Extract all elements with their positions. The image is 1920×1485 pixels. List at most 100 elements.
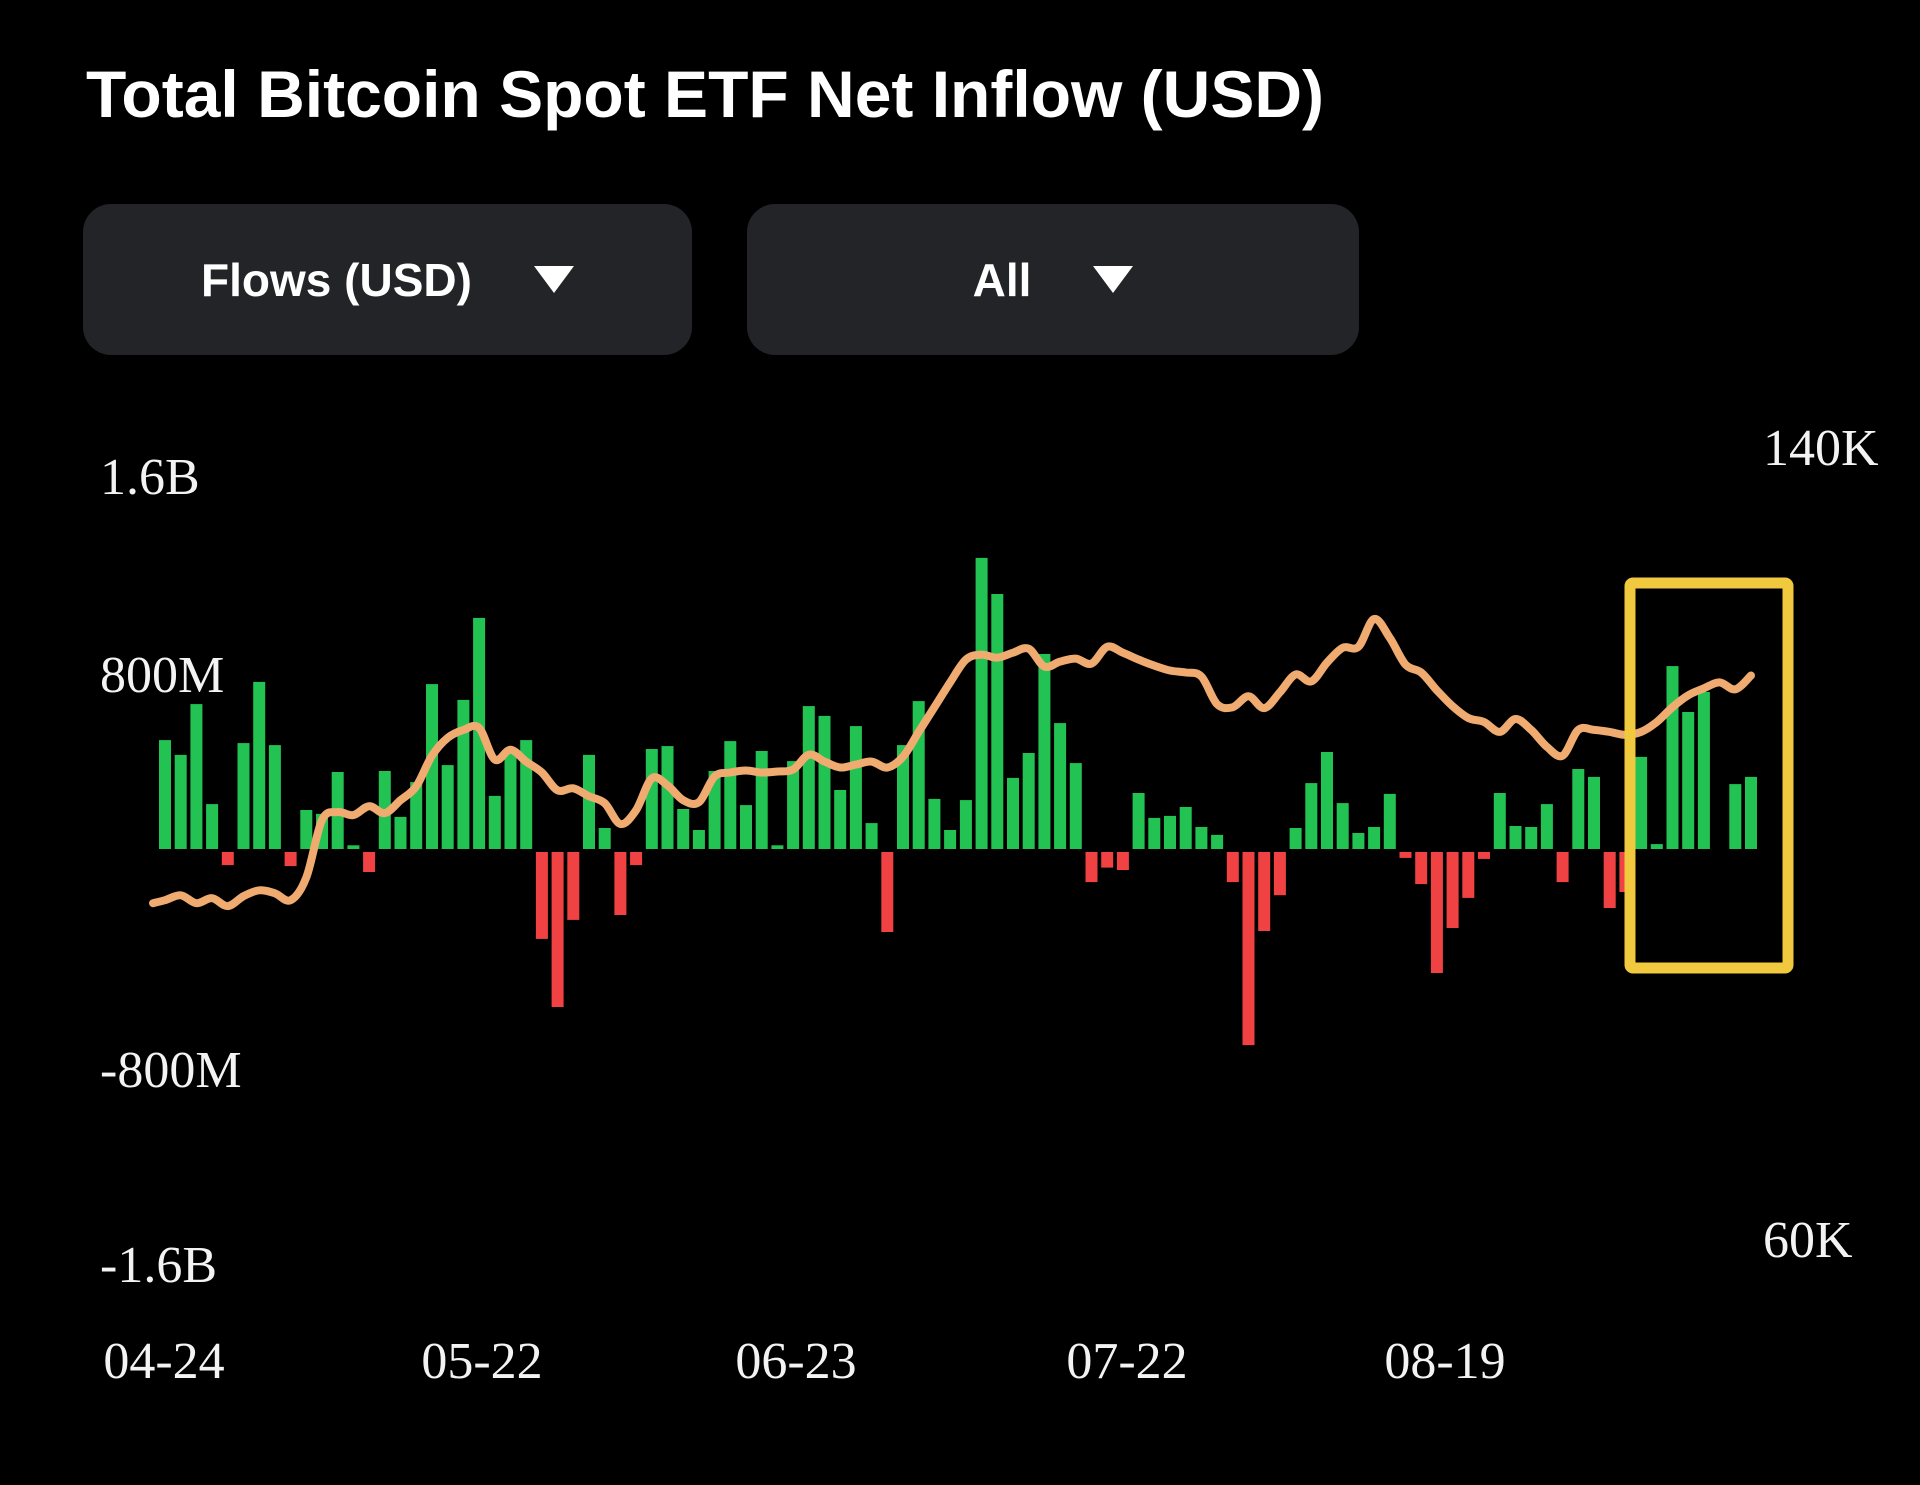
inflow-bar — [944, 830, 957, 849]
inflow-bar — [959, 800, 972, 849]
metric-dropdown-label: Flows (USD) — [201, 253, 472, 306]
inflow-bar — [645, 749, 658, 849]
inflow-bar — [1540, 804, 1553, 849]
inflow-bar — [1211, 834, 1224, 849]
inflow-bar — [1383, 793, 1396, 849]
inflow-bar — [1509, 826, 1522, 849]
page-title: Total Bitcoin Spot ETF Net Inflow (USD) — [86, 57, 1324, 131]
inflow-bar — [1745, 776, 1757, 849]
inflow-bar — [1697, 692, 1710, 849]
outflow-bar — [1085, 852, 1098, 883]
caret-down-icon — [533, 266, 574, 293]
inflow-bar — [174, 754, 187, 849]
inflow-bar — [1305, 783, 1318, 849]
inflow-bar — [1572, 769, 1585, 849]
inflow-bar — [426, 684, 438, 849]
outflow-bar — [1446, 852, 1459, 928]
x-axis-tick: 04-24 — [103, 1333, 224, 1390]
x-axis-tick: 07-22 — [1066, 1333, 1187, 1390]
inflow-bar — [1493, 793, 1506, 849]
outflow-bar — [614, 852, 627, 915]
inflow-bar — [865, 823, 878, 849]
outflow-bar — [1556, 852, 1569, 883]
inflow-bar — [1368, 827, 1381, 849]
inflow-bar — [1650, 844, 1663, 849]
outflow-bar — [1101, 852, 1114, 868]
x-axis-tick: 08-19 — [1384, 1333, 1505, 1390]
outflow-bar — [1399, 852, 1412, 858]
btc-price-line — [149, 615, 1755, 911]
inflow-bar — [253, 681, 266, 849]
inflow-bar — [692, 830, 705, 849]
outflow-bar — [535, 852, 548, 939]
inflow-bar — [1635, 756, 1648, 849]
inflow-bar — [1321, 752, 1333, 849]
inflow-bar — [206, 804, 219, 849]
inflow-bar — [1588, 776, 1600, 849]
inflow-bar — [928, 798, 941, 849]
y-axis-left-tick: -800M — [100, 1042, 242, 1099]
inflow-bar — [410, 782, 423, 849]
y-axis-left-tick: 1.6B — [100, 449, 200, 506]
inflow-bar — [1179, 807, 1192, 849]
inflow-bars — [159, 557, 1757, 1046]
inflow-bar — [300, 810, 313, 849]
inflow-bar — [1336, 803, 1349, 849]
outflow-bar — [1478, 852, 1490, 859]
inflow-bar — [159, 740, 171, 849]
inflow-bar — [1195, 827, 1208, 849]
inflow-bar — [598, 828, 611, 849]
inflow-bar — [755, 751, 768, 849]
inflow-bar — [897, 745, 909, 849]
inflow-bar — [504, 750, 517, 849]
outflow-bar — [284, 852, 297, 867]
inflow-bar — [1666, 666, 1679, 849]
outflow-bar — [1116, 852, 1129, 870]
outflow-bar — [1462, 852, 1475, 898]
y-axis-left-labels: 1.6B 800M -800M -1.6B — [100, 449, 242, 1294]
caret-down-icon — [1093, 266, 1134, 293]
inflow-bar — [1352, 833, 1365, 849]
y-axis-left-tick: 800M — [100, 647, 224, 704]
inflow-bar — [237, 743, 250, 849]
inflow-bar — [1164, 815, 1176, 849]
outflow-bar — [881, 852, 894, 932]
y-axis-left-tick: -1.6B — [100, 1237, 217, 1294]
outflow-bar — [630, 852, 643, 866]
outflow-bar — [567, 852, 580, 920]
outflow-bar — [363, 852, 376, 872]
y-axis-right-tick: 140K — [1763, 420, 1879, 477]
highlight-box — [1624, 577, 1794, 974]
inflow-bar — [583, 754, 595, 849]
inflow-bar — [1289, 828, 1302, 849]
inflow-bar — [849, 726, 862, 849]
outflow-bar — [1430, 852, 1443, 973]
inflow-bar — [834, 790, 847, 849]
inflow-bar — [740, 805, 752, 849]
range-dropdown-label: All — [972, 253, 1032, 306]
outflow-bar — [221, 852, 234, 866]
inflow-bar — [457, 699, 470, 849]
outflow-bar — [1242, 852, 1255, 1046]
x-axis-tick: 06-23 — [735, 1333, 856, 1390]
x-axis-tick: 05-22 — [421, 1333, 542, 1390]
inflow-bar — [1682, 712, 1695, 849]
inflow-bar — [771, 845, 784, 849]
inflow-bar — [1132, 793, 1145, 849]
inflow-bar — [347, 845, 360, 849]
outflow-bar — [1226, 852, 1239, 883]
inflow-bar — [991, 594, 1004, 849]
range-dropdown[interactable]: All — [747, 204, 1359, 355]
outflow-bar — [1273, 852, 1286, 896]
inflow-bar — [1069, 763, 1082, 849]
outflow-bar — [1415, 852, 1428, 885]
inflow-bar — [1525, 827, 1538, 849]
y-axis-right-tick: 60K — [1763, 1212, 1853, 1269]
inflow-bar — [488, 795, 501, 849]
inflow-bar — [1007, 777, 1019, 849]
inflow-bar — [1148, 817, 1161, 849]
metric-dropdown[interactable]: Flows (USD) — [83, 204, 692, 355]
x-axis-labels: 04-24 05-22 06-23 07-22 08-19 — [103, 1333, 1505, 1390]
inflow-bar — [1729, 784, 1742, 849]
